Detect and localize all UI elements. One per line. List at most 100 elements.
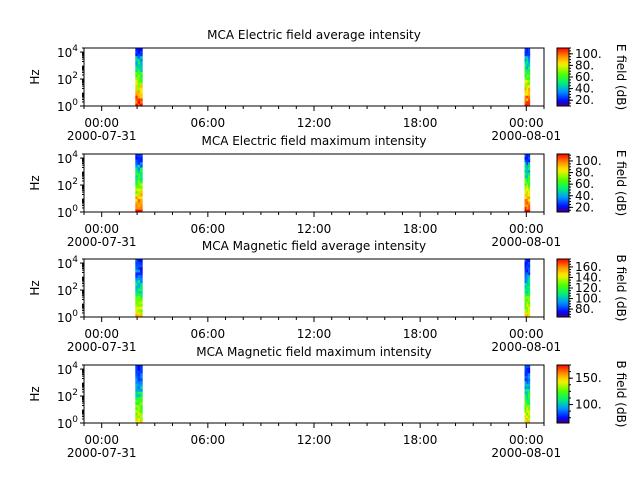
band-2-cell xyxy=(528,66,531,70)
band-2-cell xyxy=(526,417,529,421)
band-2-cell xyxy=(524,370,527,374)
band-2-cell xyxy=(524,306,527,310)
band-2-cell xyxy=(526,74,529,78)
band-2-cell xyxy=(524,412,527,416)
band-2-cell xyxy=(528,79,531,83)
band-1-cell xyxy=(140,295,143,299)
x-tick-label: 18:00 xyxy=(403,116,438,130)
band-2-cell xyxy=(526,193,529,197)
band-2-cell xyxy=(526,293,529,297)
band-1-cell xyxy=(140,303,143,307)
chart-panel-3: MCA Magnetic field average intensity 100 1… xyxy=(28,239,628,354)
band-1-cell xyxy=(140,92,143,96)
band-2-cell xyxy=(528,264,531,268)
y-tick-label: 100 xyxy=(57,309,78,325)
band-1-cell xyxy=(140,183,143,186)
band-1-cell xyxy=(135,61,138,65)
band-2-cell xyxy=(526,365,529,368)
data-bands xyxy=(135,365,531,424)
band-1-cell xyxy=(135,415,138,419)
band-2-cell xyxy=(526,394,529,397)
band-1-cell xyxy=(137,391,141,395)
band-1-cell xyxy=(140,365,143,368)
x-tick-label: 06:00 xyxy=(191,222,226,236)
band-1-cell xyxy=(140,274,143,278)
band-1-cell xyxy=(137,63,141,67)
band-1-cell xyxy=(140,370,143,374)
band-1-cell xyxy=(137,169,141,173)
band-1-cell xyxy=(135,272,138,276)
band-1-cell xyxy=(140,282,143,286)
band-2-cell xyxy=(528,274,531,278)
y-axis-label: Hz xyxy=(28,175,42,190)
band-1-cell xyxy=(137,185,141,189)
band-2-cell xyxy=(526,272,529,276)
band-1-cell xyxy=(137,58,141,62)
y-tick-label: 100 xyxy=(57,98,78,114)
band-1-cell xyxy=(135,378,138,382)
band-2-cell xyxy=(526,198,529,202)
band-2-cell xyxy=(526,375,529,379)
band-2-cell xyxy=(524,409,527,413)
band-1-cell xyxy=(135,66,138,70)
band-2-cell xyxy=(526,77,529,80)
band-2-cell xyxy=(528,259,531,262)
band-2-cell xyxy=(526,190,529,194)
band-2-cell xyxy=(524,48,527,51)
band-2-cell xyxy=(524,264,527,268)
band-2-cell xyxy=(524,198,527,202)
band-2-cell xyxy=(528,367,531,371)
band-2-cell xyxy=(526,277,529,281)
band-1-cell xyxy=(140,71,143,75)
band-2-cell xyxy=(526,306,529,310)
band-2-cell xyxy=(524,177,527,181)
band-1-cell xyxy=(140,74,143,78)
band-2-cell xyxy=(528,71,531,75)
band-1-cell xyxy=(135,84,138,88)
band-1-cell xyxy=(137,103,141,107)
band-2-cell xyxy=(526,380,529,384)
colorbar-gradient xyxy=(556,364,570,424)
band-1-cell xyxy=(137,48,141,51)
band-1-cell xyxy=(137,280,141,284)
band-1-cell xyxy=(140,177,143,181)
band-2-cell xyxy=(528,277,531,281)
band-1-cell xyxy=(140,380,143,384)
colorbar-label: E field (dB) xyxy=(614,44,628,110)
band-1-cell xyxy=(137,314,141,318)
band-2-cell xyxy=(524,378,527,382)
band-1-cell xyxy=(135,74,138,78)
band-1-cell xyxy=(135,206,138,210)
band-2-cell xyxy=(528,285,531,289)
band-1-cell xyxy=(140,196,143,200)
band-1-cell xyxy=(137,66,141,70)
band-2-cell xyxy=(526,61,529,65)
band-1-cell xyxy=(140,293,143,297)
band-1-cell xyxy=(135,388,138,392)
band-1-cell xyxy=(140,167,143,171)
band-1-cell xyxy=(135,204,138,208)
band-2-cell xyxy=(524,415,527,419)
band-2-cell xyxy=(524,50,527,54)
band-1-cell xyxy=(140,386,143,390)
x-tick-label: 18:00 xyxy=(403,222,438,236)
data-bands xyxy=(135,259,531,318)
band-2-cell xyxy=(528,87,531,91)
band-1-cell xyxy=(137,386,141,390)
chart-panel-4: MCA Magnetic field maximum intensity 100 1… xyxy=(28,345,628,460)
band-1-cell xyxy=(135,156,138,160)
band-2-cell xyxy=(528,391,531,395)
band-2-cell xyxy=(528,74,531,78)
x-tick-label: 00:00 xyxy=(509,222,544,236)
band-1-cell xyxy=(137,274,141,278)
band-2-cell xyxy=(528,55,531,59)
band-1-cell xyxy=(137,71,141,75)
band-1-cell xyxy=(137,394,141,397)
band-2-cell xyxy=(526,167,529,171)
band-1-cell xyxy=(137,396,141,400)
band-1-cell xyxy=(135,314,138,318)
band-2-cell xyxy=(528,164,531,168)
band-2-cell xyxy=(524,293,527,297)
band-1-cell xyxy=(137,61,141,65)
